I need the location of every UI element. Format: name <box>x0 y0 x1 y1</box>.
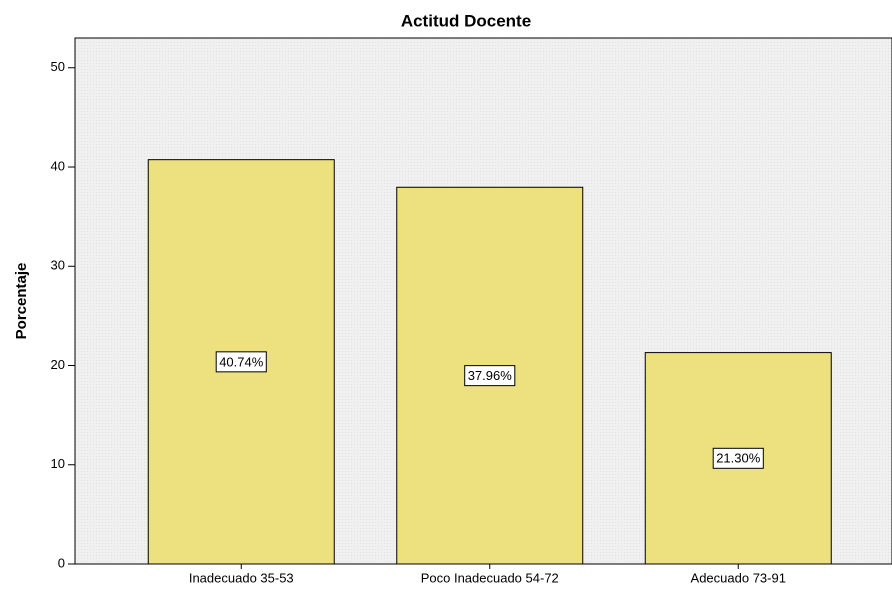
y-tick-label: 20 <box>51 357 65 372</box>
y-axis-label: Porcentaje <box>13 263 30 340</box>
x-tick-label: Poco Inadecuado 54-72 <box>421 570 559 585</box>
x-tick-label: Adecuado 73-91 <box>691 570 786 585</box>
value-label-box <box>464 365 516 387</box>
y-tick-label: 0 <box>58 555 65 570</box>
x-tick-label: Inadecuado 35-53 <box>189 570 294 585</box>
chart-title: Actitud Docente <box>401 11 531 30</box>
value-label: 21.30% <box>716 451 761 466</box>
value-label: 40.74% <box>219 354 264 369</box>
y-tick-label: 30 <box>51 258 65 273</box>
value-label: 37.96% <box>468 368 513 383</box>
y-tick-label: 10 <box>51 456 65 471</box>
y-tick-label: 50 <box>51 59 65 74</box>
value-label-box <box>215 351 267 373</box>
value-label-box <box>712 447 764 469</box>
y-tick-label: 40 <box>51 158 65 173</box>
